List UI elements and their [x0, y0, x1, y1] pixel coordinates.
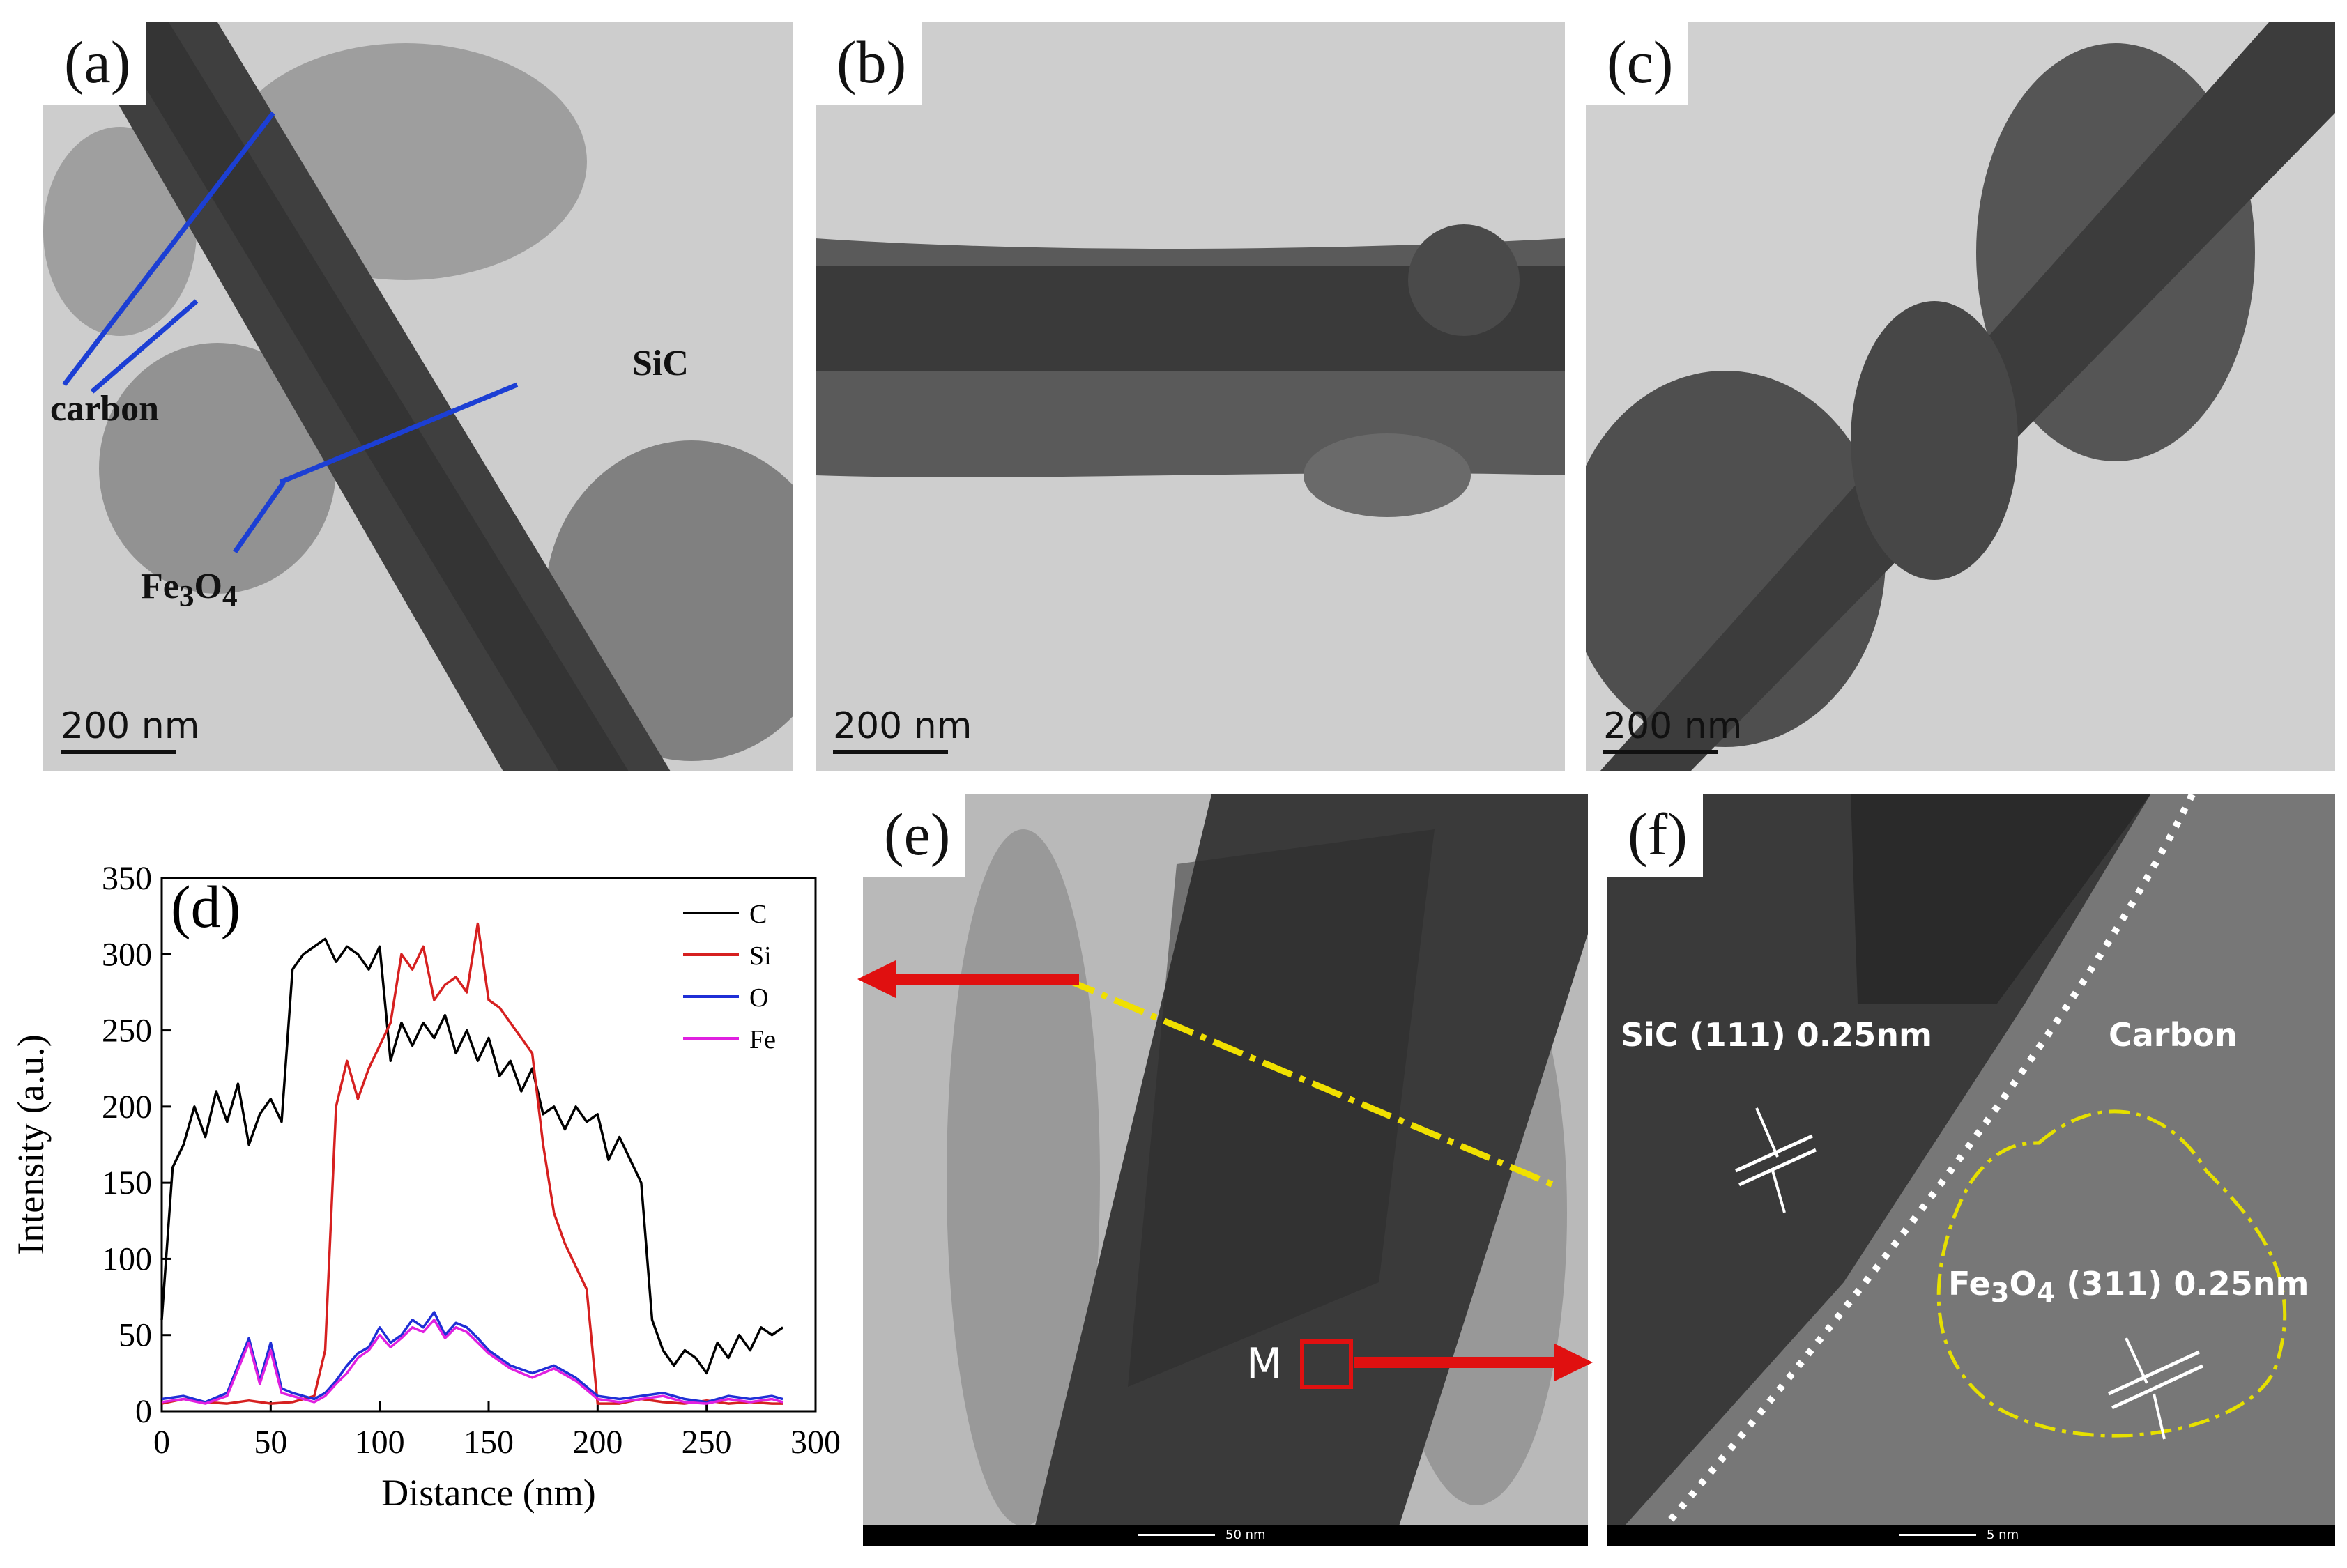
- panel-f-footer-bar: 5 nm: [1607, 1525, 2335, 1546]
- y-axis-label: Intensity (a.u.): [10, 1034, 52, 1254]
- x-tick-label: 0: [153, 1424, 170, 1461]
- legend-label-c: C: [749, 900, 767, 929]
- panel-a-scale-line: [61, 750, 176, 754]
- panel-d-label: (d): [171, 873, 240, 940]
- x-tick-label: 250: [682, 1424, 732, 1461]
- x-tick-label: 150: [464, 1424, 514, 1461]
- carbon-annotation-f: Carbon: [2109, 1016, 2238, 1054]
- legend-label-o: O: [749, 983, 768, 1013]
- panel-a-image: [43, 22, 793, 771]
- panel-e-footer-scale-text: 50 nm: [1225, 1528, 1266, 1542]
- legend-label-si: Si: [749, 941, 772, 971]
- y-tick-label: 200: [102, 1089, 152, 1125]
- panel-a-tem-image: (a) carbon SiC Fe3O4 200 nm: [43, 22, 793, 771]
- eds-line-scan: [1064, 976, 1554, 1188]
- fe3o4-annotation: Fe3O4: [141, 567, 238, 613]
- y-tick-label: 50: [119, 1317, 152, 1354]
- y-tick-label: 100: [102, 1240, 152, 1277]
- panel-b-scale-text: 200 nm: [833, 705, 972, 747]
- panel-b-image: [816, 22, 1565, 771]
- y-tick-label: 150: [102, 1165, 152, 1201]
- sic-lattice-annotation: SiC (111) 0.25nm: [1621, 1016, 1932, 1054]
- panel-a-scale-bar: 200 nm: [61, 705, 200, 754]
- x-tick-label: 300: [790, 1424, 841, 1461]
- y-tick-label: 250: [102, 1013, 152, 1050]
- sic-annotation: SiC: [632, 344, 689, 383]
- plot-frame: [160, 877, 817, 1413]
- series-line-fe: [161, 1319, 783, 1405]
- x-tick-label: 200: [572, 1424, 622, 1461]
- panel-d-svg: 0 50 100 150 200 250 300 0 50 100 150 200 250 300 350 D…: [10, 860, 841, 1514]
- series-line-o: [161, 1311, 783, 1404]
- y-tick-label: 300: [102, 936, 152, 973]
- legend-label-fe: Fe: [749, 1025, 776, 1054]
- sic-arrow: [279, 382, 519, 485]
- series-line-c: [160, 937, 784, 1375]
- region-m-label: M: [1246, 1339, 1283, 1388]
- y-tick-label: 0: [135, 1393, 152, 1430]
- panel-c-scale-text: 200 nm: [1603, 705, 1743, 747]
- x-tick-label: 100: [355, 1424, 405, 1461]
- panel-e-footer-scale-line: [1138, 1534, 1215, 1536]
- panel-f-hrtem-image: (f) SiC (111) 0.25nm Carbon Fe3O4 (311) …: [1607, 794, 2335, 1546]
- panel-a-scale-text: 200 nm: [61, 705, 200, 747]
- panel-b-scale-line: [833, 750, 948, 754]
- panel-f-image: [1607, 794, 2335, 1546]
- panel-f-label: (f): [1607, 794, 1703, 877]
- panel-f-footer-scale-line: [1899, 1534, 1976, 1536]
- panel-d-chart: 0 50 100 150 200 250 300 0 50 100 150 200 250 300 350 D…: [0, 836, 850, 1565]
- panel-b-tem-image: (b) 200 nm: [816, 22, 1565, 771]
- fe3o4-arrow: [233, 480, 286, 554]
- fe3o4-particle-outline: [1936, 1109, 2287, 1438]
- panel-c-image: [1586, 22, 2335, 771]
- panel-e-image: [863, 794, 1588, 1546]
- panel-c-scale-bar: 200 nm: [1603, 705, 1743, 754]
- fe3o4-lattice-annotation: Fe3O4 (311) 0.25nm: [1948, 1265, 2309, 1309]
- panel-e-label: (e): [863, 794, 966, 877]
- carbon-arrow-2: [90, 299, 199, 394]
- region-m-box: [1300, 1339, 1353, 1389]
- panel-b-label: (b): [816, 22, 922, 105]
- panel-e-footer-bar: 50 nm: [863, 1525, 1588, 1546]
- panel-e-tem-image: (e) M 50 nm: [863, 794, 1588, 1546]
- panel-c-scale-line: [1603, 750, 1718, 754]
- x-axis-label: Distance (nm): [381, 1472, 595, 1514]
- panel-c-tem-image: (c) 200 nm: [1586, 22, 2335, 771]
- panel-f-footer-scale-text: 5 nm: [1987, 1528, 2019, 1542]
- x-tick-label: 50: [254, 1424, 287, 1461]
- panel-a-label: (a): [43, 22, 146, 105]
- y-tick-label: 350: [102, 860, 152, 897]
- panel-c-label: (c): [1586, 22, 1689, 105]
- carbon-annotation: carbon: [50, 389, 159, 429]
- carbon-arrow-1: [62, 111, 275, 387]
- interface-dotted-line: [1646, 794, 2196, 1546]
- panel-b-scale-bar: 200 nm: [833, 705, 972, 754]
